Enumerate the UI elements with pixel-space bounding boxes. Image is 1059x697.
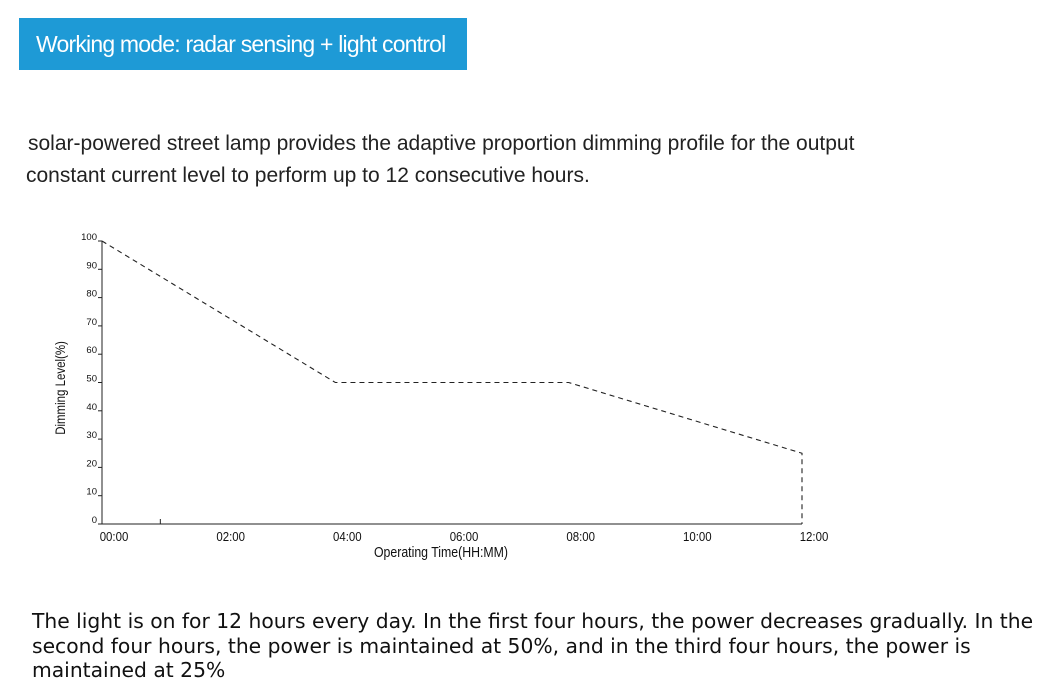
x-tick-label: 04:00 — [333, 529, 362, 544]
y-tick-label: 30 — [86, 430, 97, 441]
y-tick-label: 10 — [86, 487, 97, 498]
x-tick-label: 10:00 — [683, 529, 712, 544]
y-tick-label: 40 — [86, 402, 97, 413]
series-layer — [101, 240, 803, 524]
y-axis: 0 10 20 30 40 50 60 70 80 90 100 — [81, 232, 103, 526]
x-tick-label: 06:00 — [450, 529, 479, 544]
x-axis-label: Operating Time(HH:MM) — [374, 544, 508, 560]
dimming-profile-chart: 0 10 20 30 40 50 60 70 80 90 100 00:00 02:00 04:00 06… — [53, 232, 829, 560]
y-tick-label: 60 — [86, 345, 97, 356]
y-tick-label: 100 — [81, 232, 97, 243]
y-tick-label: 70 — [86, 317, 97, 328]
intro-line-2: constant current level to perform up to … — [26, 164, 590, 187]
y-axis-label: Dimming Level(%) — [53, 341, 68, 435]
mode-banner: Working mode: radar sensing + light cont… — [19, 18, 467, 70]
x-tick-label: 02:00 — [216, 529, 245, 544]
y-tick-label: 80 — [86, 289, 97, 300]
y-tick-label: 20 — [86, 458, 97, 469]
x-tick-label: 12:00 — [800, 529, 829, 544]
x-tick-label: 00:00 — [100, 529, 129, 544]
x-axis: 00:00 02:00 04:00 06:00 08:00 10:00 12:00 — [100, 519, 829, 544]
intro-paragraph: solar-powered street lamp provides the a… — [26, 128, 1026, 192]
y-tick-label: 0 — [92, 515, 97, 526]
dimming-series-line — [101, 240, 803, 524]
footer-paragraph: The light is on for 12 hours every day. … — [32, 609, 1034, 682]
y-tick-label: 50 — [86, 374, 97, 385]
x-tick-label: 08:00 — [566, 529, 595, 544]
y-tick-label: 90 — [86, 260, 97, 271]
intro-line-1: solar-powered street lamp provides the a… — [28, 132, 855, 155]
